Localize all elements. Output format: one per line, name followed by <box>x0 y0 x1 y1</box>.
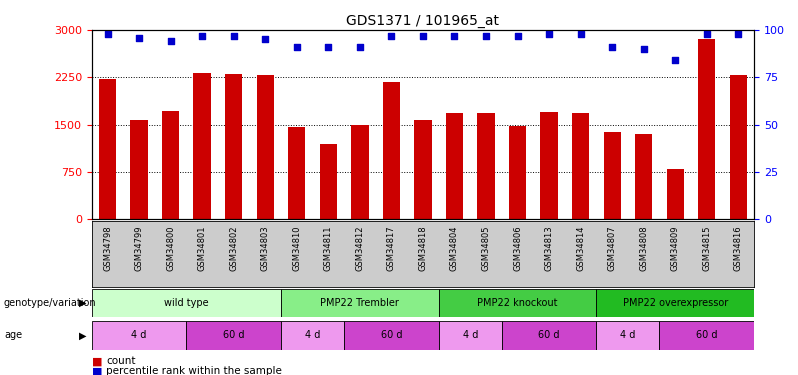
Point <box>448 33 461 39</box>
Text: 4 d: 4 d <box>463 330 478 340</box>
Bar <box>288 127 306 219</box>
Point <box>732 31 745 37</box>
Bar <box>281 321 344 350</box>
Bar <box>509 126 526 219</box>
Bar <box>92 289 281 317</box>
Bar <box>383 82 400 219</box>
Bar <box>446 113 463 219</box>
Text: 4 d: 4 d <box>132 330 147 340</box>
Text: GSM34811: GSM34811 <box>324 226 333 272</box>
Text: count: count <box>106 357 136 366</box>
Text: GSM34805: GSM34805 <box>481 226 491 272</box>
Text: GSM34801: GSM34801 <box>198 226 207 272</box>
Bar <box>596 289 754 317</box>
Text: 4 d: 4 d <box>620 330 636 340</box>
Text: GSM34800: GSM34800 <box>166 226 175 272</box>
Text: GSM34816: GSM34816 <box>734 226 743 272</box>
Bar <box>635 134 653 219</box>
Bar <box>130 120 148 219</box>
Text: ▶: ▶ <box>79 298 86 308</box>
Bar <box>187 321 281 350</box>
Text: GSM34798: GSM34798 <box>103 226 112 272</box>
Text: PMP22 knockout: PMP22 knockout <box>477 298 558 308</box>
Text: 60 d: 60 d <box>381 330 402 340</box>
Point <box>132 34 145 40</box>
Title: GDS1371 / 101965_at: GDS1371 / 101965_at <box>346 13 500 28</box>
Bar <box>698 39 716 219</box>
Text: genotype/variation: genotype/variation <box>4 298 97 308</box>
Bar <box>162 111 180 219</box>
Bar <box>281 289 439 317</box>
Point <box>290 44 303 50</box>
Point <box>322 44 334 50</box>
Point <box>196 33 208 39</box>
Text: age: age <box>4 330 22 340</box>
Text: GSM34809: GSM34809 <box>671 226 680 272</box>
Text: PMP22 Trembler: PMP22 Trembler <box>321 298 399 308</box>
Bar <box>439 289 596 317</box>
Bar <box>596 321 659 350</box>
Bar <box>344 321 439 350</box>
Text: GSM34810: GSM34810 <box>292 226 302 272</box>
Bar <box>193 73 211 219</box>
Point <box>638 46 650 52</box>
Text: GSM34799: GSM34799 <box>135 226 144 272</box>
Bar <box>351 124 369 219</box>
Point <box>227 33 240 39</box>
Text: GSM34813: GSM34813 <box>544 226 554 272</box>
Point <box>101 31 114 37</box>
Text: GSM34815: GSM34815 <box>702 226 711 272</box>
Bar <box>99 79 117 219</box>
Text: 60 d: 60 d <box>223 330 244 340</box>
Text: wild type: wild type <box>164 298 209 308</box>
Point <box>259 36 271 42</box>
Bar <box>92 321 187 350</box>
Point <box>512 33 524 39</box>
Bar <box>320 144 337 219</box>
Bar <box>729 75 747 219</box>
Bar <box>502 321 596 350</box>
Bar <box>603 132 621 219</box>
Text: GSM34808: GSM34808 <box>639 226 648 272</box>
Bar <box>414 120 432 219</box>
Point <box>354 44 366 50</box>
Point <box>385 33 397 39</box>
Point <box>164 38 177 44</box>
Text: GSM34802: GSM34802 <box>229 226 238 272</box>
Text: ▶: ▶ <box>79 330 86 340</box>
Text: ■: ■ <box>92 357 102 366</box>
Text: 60 d: 60 d <box>539 330 560 340</box>
Text: GSM34818: GSM34818 <box>418 226 428 272</box>
Bar <box>540 112 558 219</box>
Text: GSM34812: GSM34812 <box>355 226 365 272</box>
Point <box>543 31 555 37</box>
Point <box>480 33 492 39</box>
Text: GSM34806: GSM34806 <box>513 226 522 272</box>
Point <box>575 31 587 37</box>
Bar <box>659 321 754 350</box>
Bar <box>477 113 495 219</box>
Bar <box>572 113 589 219</box>
Text: ■: ■ <box>92 366 102 375</box>
Bar <box>666 169 684 219</box>
Point <box>669 57 681 63</box>
Text: GSM34804: GSM34804 <box>450 226 459 272</box>
Point <box>606 44 618 50</box>
Point <box>417 33 429 39</box>
Bar <box>257 75 274 219</box>
Text: percentile rank within the sample: percentile rank within the sample <box>106 366 282 375</box>
Text: GSM34807: GSM34807 <box>608 226 617 272</box>
Point <box>701 31 713 37</box>
Bar <box>225 74 243 219</box>
Text: 60 d: 60 d <box>696 330 717 340</box>
Text: 4 d: 4 d <box>305 330 320 340</box>
Text: PMP22 overexpressor: PMP22 overexpressor <box>622 298 728 308</box>
Bar <box>439 321 502 350</box>
Text: GSM34817: GSM34817 <box>387 226 396 272</box>
Text: GSM34803: GSM34803 <box>261 226 270 272</box>
Text: GSM34814: GSM34814 <box>576 226 585 272</box>
